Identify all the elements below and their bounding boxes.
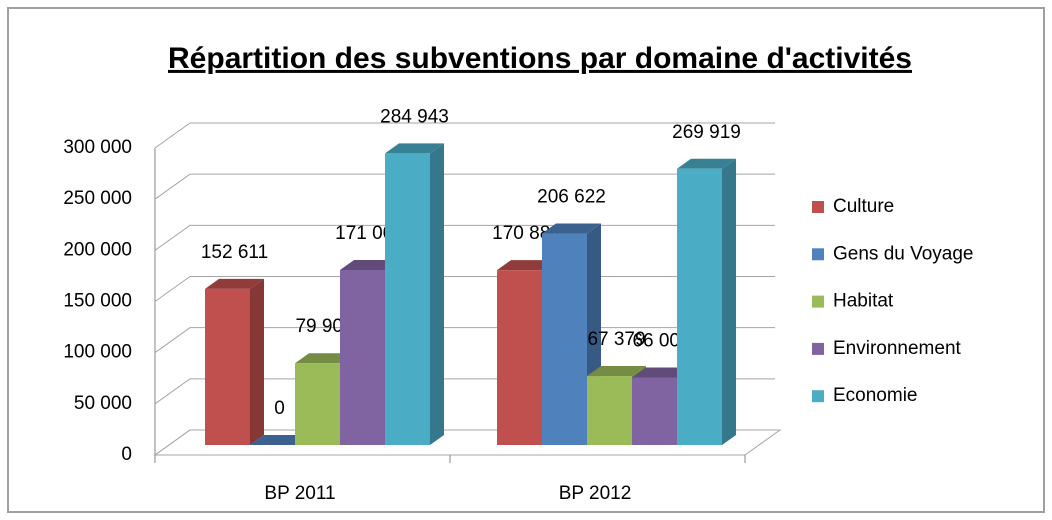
bar-top xyxy=(340,260,399,271)
y-tick-label: 150 000 xyxy=(63,291,132,312)
legend-label: Culture xyxy=(833,196,894,217)
value-label: 284 943 xyxy=(380,106,449,127)
bar-top xyxy=(497,260,556,271)
grid-line xyxy=(154,122,775,149)
legend-swatch xyxy=(812,342,824,355)
value-label: 269 919 xyxy=(672,122,741,143)
y-tick-label: 100 000 xyxy=(63,342,132,363)
y-tick-label: 300 000 xyxy=(63,137,132,158)
bar xyxy=(542,233,587,445)
legend-swatch xyxy=(812,248,824,261)
bar xyxy=(340,270,385,445)
legend-swatch xyxy=(812,201,824,213)
y-tick-label: 0 xyxy=(121,444,132,465)
legend-label: Gens du Voyage xyxy=(833,243,974,264)
legend-label: Environnement xyxy=(833,338,962,359)
bar-side xyxy=(430,143,444,445)
bar-top xyxy=(205,278,264,289)
value-label: 79 906 xyxy=(295,316,353,337)
y-tick-label: 200 000 xyxy=(63,239,132,260)
value-label: 206 622 xyxy=(537,187,606,208)
value-label: 66 000 xyxy=(632,330,690,351)
bar xyxy=(385,153,430,445)
bar xyxy=(587,376,632,445)
bar xyxy=(205,288,250,445)
bar-side xyxy=(722,158,736,445)
legend-swatch xyxy=(812,295,824,308)
bar-top xyxy=(295,353,354,364)
bar-top xyxy=(250,435,309,445)
legend-label: Habitat xyxy=(833,291,894,312)
value-label: 152 611 xyxy=(201,242,268,263)
bar-top xyxy=(632,367,691,378)
x-tick-label: BP 2011 xyxy=(264,483,335,504)
bar-top xyxy=(385,143,444,154)
chart-title: Répartition des subventions par domaine … xyxy=(168,42,912,75)
legend-swatch xyxy=(812,390,824,403)
y-tick-label: 250 000 xyxy=(63,188,132,209)
bar xyxy=(497,270,542,445)
x-tick-label: BP 2012 xyxy=(559,483,632,504)
y-tick-label: 50 000 xyxy=(74,393,132,414)
bar xyxy=(295,363,340,445)
bar-side xyxy=(250,278,264,445)
legend-label: Economie xyxy=(833,385,918,406)
grid-line xyxy=(154,173,775,200)
value-label: 67 379 xyxy=(587,329,645,350)
bar-top xyxy=(587,366,646,377)
bar xyxy=(677,168,722,445)
bar-top xyxy=(677,158,736,169)
bar-top xyxy=(542,223,601,234)
bar xyxy=(632,377,677,445)
value-label: 0 xyxy=(274,398,285,419)
